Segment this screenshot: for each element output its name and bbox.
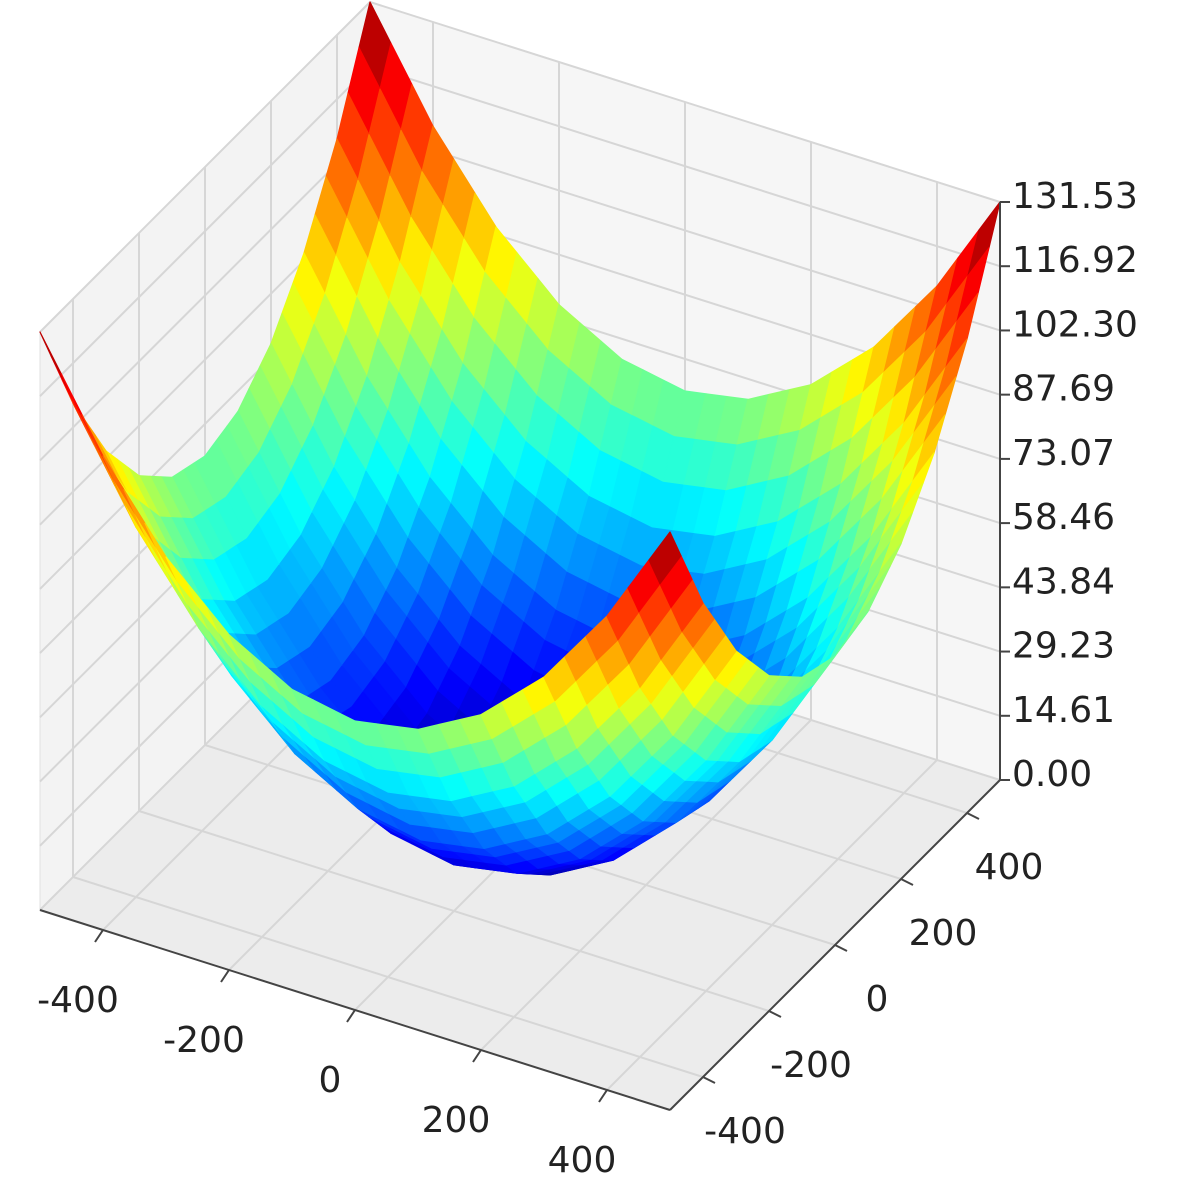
y-tick-label: 400 <box>975 847 1044 888</box>
y-tick-label: -400 <box>704 1111 786 1152</box>
x-tick-label: -400 <box>37 980 119 1021</box>
grid-line <box>39 1 371 333</box>
z-tick-label: 87.69 <box>1012 369 1115 410</box>
z-tick-label: 116.92 <box>1012 240 1138 281</box>
grid-line <box>39 129 371 462</box>
x-tick-label: -200 <box>163 1020 245 1061</box>
y-tick <box>834 944 848 952</box>
y-tick-label: 200 <box>909 913 978 954</box>
grid-line <box>39 65 371 397</box>
grid-line <box>369 1 1001 203</box>
z-tick-label: 29.23 <box>1012 626 1115 667</box>
y-tick-label: -200 <box>770 1045 852 1086</box>
y-tick <box>702 1076 716 1084</box>
z-tick-label: 73.07 <box>1012 433 1115 474</box>
y-tick <box>768 1010 782 1018</box>
z-tick-label: 102.30 <box>1012 304 1138 345</box>
x-tick <box>94 929 104 943</box>
x-tick <box>598 1089 608 1103</box>
y-tick-label: 0 <box>866 979 889 1020</box>
surface-patch <box>648 531 682 585</box>
z-tick-label: 0.00 <box>1012 754 1092 795</box>
z-tick-label: 43.84 <box>1012 561 1115 602</box>
grid-line <box>369 65 1001 268</box>
y-tick <box>966 812 980 820</box>
z-tick-label: 58.46 <box>1012 497 1115 538</box>
x-tick <box>346 1009 356 1023</box>
x-tick-label: 200 <box>422 1100 491 1141</box>
grid-line <box>72 876 704 1078</box>
grid-line <box>138 810 770 1012</box>
x-tick <box>472 1049 482 1063</box>
x-tick <box>220 969 230 983</box>
z-tick-label: 131.53 <box>1012 176 1138 217</box>
y-tick <box>900 878 914 886</box>
x-tick-label: 400 <box>548 1140 617 1181</box>
x-tick-label: 0 <box>319 1060 342 1101</box>
z-tick-label: 14.61 <box>1012 690 1115 731</box>
grid-line <box>369 129 1001 332</box>
